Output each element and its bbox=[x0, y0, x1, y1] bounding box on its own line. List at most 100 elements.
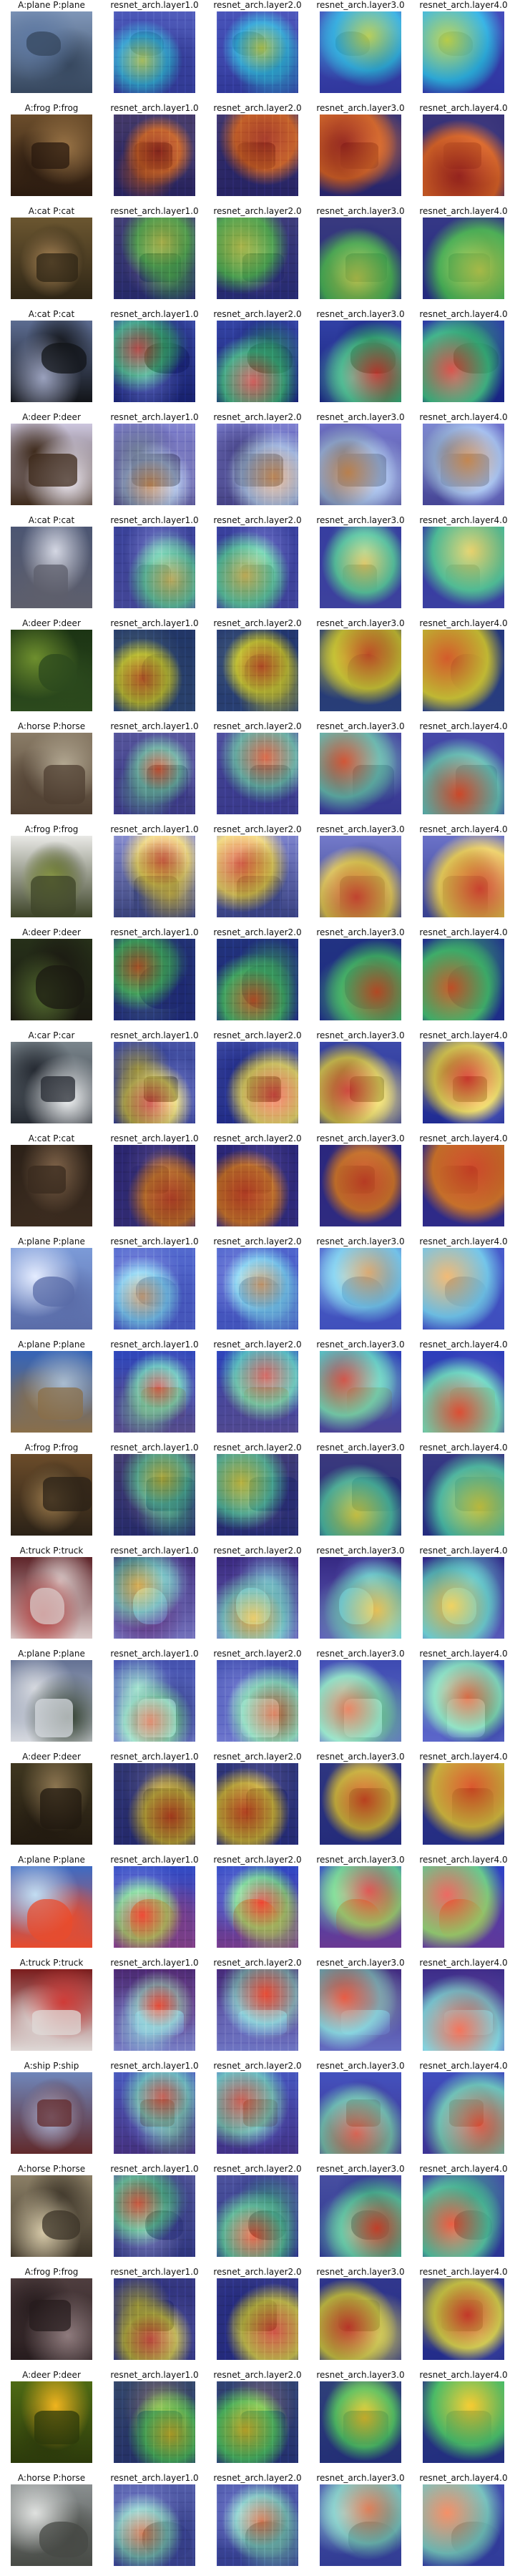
activation-speckle bbox=[217, 1763, 298, 1845]
gradcam-cell: resnet_arch.layer4.0 bbox=[412, 2370, 515, 2473]
image-subject bbox=[39, 2522, 88, 2557]
input-image-cell: A:plane P:plane bbox=[0, 1649, 103, 1752]
gradcam-heatmap bbox=[217, 321, 298, 402]
layer-title: resnet_arch.layer2.0 bbox=[213, 103, 302, 113]
activation-overlay bbox=[423, 1248, 504, 1330]
gradcam-heatmap bbox=[217, 1248, 298, 1330]
gradcam-cell: resnet_arch.layer3.0 bbox=[309, 927, 412, 1030]
activation-speckle bbox=[217, 1557, 298, 1639]
activation-overlay bbox=[423, 114, 504, 196]
image-subject bbox=[29, 454, 77, 487]
gradcam-heatmap bbox=[423, 1351, 504, 1433]
input-image-cell: A:deer P:deer bbox=[0, 2370, 103, 2473]
gradcam-heatmap bbox=[114, 114, 195, 196]
activation-overlay bbox=[423, 1145, 504, 1226]
activation-overlay bbox=[423, 2072, 504, 2154]
gradcam-cell: resnet_arch.layer4.0 bbox=[412, 1752, 515, 1855]
gradcam-cell: resnet_arch.layer3.0 bbox=[309, 1030, 412, 1133]
activation-overlay bbox=[423, 733, 504, 814]
input-image bbox=[11, 1866, 92, 1948]
image-subject bbox=[37, 2099, 72, 2127]
image-label: A:plane P:plane bbox=[18, 1236, 85, 1246]
activation-overlay bbox=[114, 2278, 195, 2360]
activation-overlay bbox=[320, 1145, 401, 1226]
layer-title: resnet_arch.layer3.0 bbox=[316, 1133, 405, 1143]
activation-overlay bbox=[320, 114, 401, 196]
layer-title: resnet_arch.layer2.0 bbox=[213, 721, 302, 731]
input-image bbox=[11, 218, 92, 299]
activation-overlay bbox=[320, 2484, 401, 2566]
gradcam-cell: resnet_arch.layer2.0 bbox=[206, 1340, 309, 1443]
activation-overlay bbox=[114, 424, 195, 505]
gradcam-heatmap bbox=[423, 1145, 504, 1226]
gradcam-cell: resnet_arch.layer3.0 bbox=[309, 721, 412, 824]
gradcam-heatmap bbox=[423, 2278, 504, 2360]
activation-overlay bbox=[320, 1042, 401, 1123]
layer-title: resnet_arch.layer4.0 bbox=[419, 206, 508, 216]
layer-title: resnet_arch.layer1.0 bbox=[110, 927, 199, 937]
gradcam-cell: resnet_arch.layer2.0 bbox=[206, 309, 309, 412]
gradcam-heatmap bbox=[423, 2175, 504, 2257]
activation-speckle bbox=[217, 424, 298, 505]
gradcam-cell: resnet_arch.layer2.0 bbox=[206, 1443, 309, 1546]
gradcam-heatmap bbox=[217, 424, 298, 505]
layer-title: resnet_arch.layer1.0 bbox=[110, 103, 199, 113]
layer-title: resnet_arch.layer3.0 bbox=[316, 824, 405, 834]
layer-title: resnet_arch.layer3.0 bbox=[316, 2370, 405, 2380]
image-subject bbox=[31, 142, 69, 169]
layer-title: resnet_arch.layer3.0 bbox=[316, 927, 405, 937]
layer-title: resnet_arch.layer1.0 bbox=[110, 1752, 199, 1762]
input-image-cell: A:frog P:frog bbox=[0, 103, 103, 206]
gradcam-heatmap bbox=[320, 11, 401, 93]
activation-speckle bbox=[217, 11, 298, 93]
layer-title: resnet_arch.layer3.0 bbox=[316, 1443, 405, 1453]
layer-title: resnet_arch.layer3.0 bbox=[316, 206, 405, 216]
activation-speckle bbox=[114, 114, 195, 196]
gradcam-cell: resnet_arch.layer3.0 bbox=[309, 1958, 412, 2061]
input-image bbox=[11, 836, 92, 917]
layer-title: resnet_arch.layer4.0 bbox=[419, 1133, 508, 1143]
activation-overlay bbox=[217, 1660, 298, 1742]
gradcam-cell: resnet_arch.layer3.0 bbox=[309, 1133, 412, 1236]
gradcam-heatmap bbox=[217, 114, 298, 196]
input-image-cell: A:plane P:plane bbox=[0, 0, 103, 103]
gradcam-cell: resnet_arch.layer4.0 bbox=[412, 2473, 515, 2576]
activation-overlay bbox=[320, 1557, 401, 1639]
layer-title: resnet_arch.layer1.0 bbox=[110, 515, 199, 525]
activation-overlay bbox=[320, 1454, 401, 1536]
gradcam-heatmap bbox=[320, 1557, 401, 1639]
gradcam-heatmap bbox=[320, 2175, 401, 2257]
layer-title: resnet_arch.layer4.0 bbox=[419, 2370, 508, 2380]
layer-title: resnet_arch.layer1.0 bbox=[110, 1649, 199, 1659]
input-image-cell: A:frog P:frog bbox=[0, 2267, 103, 2370]
layer-title: resnet_arch.layer4.0 bbox=[419, 2473, 508, 2483]
gradcam-cell: resnet_arch.layer4.0 bbox=[412, 1340, 515, 1443]
layer-title: resnet_arch.layer3.0 bbox=[316, 1340, 405, 1350]
layer-title: resnet_arch.layer1.0 bbox=[110, 206, 199, 216]
gradcam-heatmap bbox=[320, 836, 401, 917]
gradcam-heatmap bbox=[320, 939, 401, 1020]
gradcam-heatmap bbox=[320, 1866, 401, 1948]
gradcam-cell: resnet_arch.layer3.0 bbox=[309, 515, 412, 618]
gradcam-cell: resnet_arch.layer2.0 bbox=[206, 1030, 309, 1133]
layer-title: resnet_arch.layer4.0 bbox=[419, 1030, 508, 1040]
gradcam-heatmap bbox=[114, 939, 195, 1020]
input-image bbox=[11, 1763, 92, 1845]
activation-overlay bbox=[217, 939, 298, 1020]
activation-speckle bbox=[114, 1248, 195, 1330]
gradcam-cell: resnet_arch.layer4.0 bbox=[412, 103, 515, 206]
image-subject bbox=[30, 1588, 64, 1624]
gradcam-cell: resnet_arch.layer4.0 bbox=[412, 2061, 515, 2164]
activation-speckle bbox=[114, 11, 195, 93]
activation-overlay bbox=[320, 11, 401, 93]
activation-speckle bbox=[217, 1248, 298, 1330]
activation-overlay bbox=[423, 321, 504, 402]
gradcam-heatmap bbox=[217, 733, 298, 814]
activation-speckle bbox=[217, 2278, 298, 2360]
gradcam-heatmap bbox=[320, 1454, 401, 1536]
activation-speckle bbox=[114, 1866, 195, 1948]
input-image-cell: A:deer P:deer bbox=[0, 618, 103, 721]
input-image-cell: A:cat P:cat bbox=[0, 515, 103, 618]
layer-title: resnet_arch.layer2.0 bbox=[213, 1030, 302, 1040]
gradcam-cell: resnet_arch.layer4.0 bbox=[412, 618, 515, 721]
